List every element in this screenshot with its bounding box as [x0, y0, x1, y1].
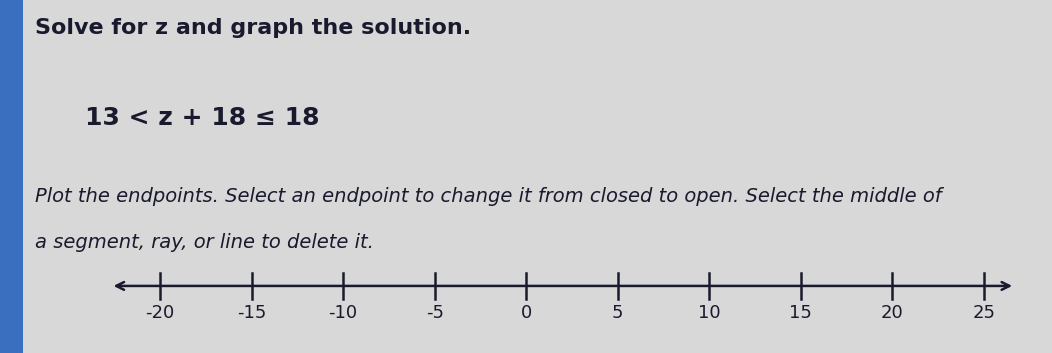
- Text: 13 < z + 18 ≤ 18: 13 < z + 18 ≤ 18: [85, 106, 320, 130]
- Text: 0: 0: [521, 304, 532, 322]
- Text: 20: 20: [881, 304, 904, 322]
- Text: 10: 10: [697, 304, 721, 322]
- Text: 5: 5: [612, 304, 624, 322]
- Text: Solve for z and graph the solution.: Solve for z and graph the solution.: [36, 18, 471, 38]
- Text: -15: -15: [237, 304, 266, 322]
- Text: Plot the endpoints. Select an endpoint to change it from closed to open. Select : Plot the endpoints. Select an endpoint t…: [36, 187, 943, 206]
- Text: 25: 25: [972, 304, 995, 322]
- Text: -5: -5: [426, 304, 444, 322]
- Text: -10: -10: [328, 304, 358, 322]
- Text: a segment, ray, or line to delete it.: a segment, ray, or line to delete it.: [36, 233, 375, 252]
- Text: -20: -20: [145, 304, 175, 322]
- Text: 15: 15: [789, 304, 812, 322]
